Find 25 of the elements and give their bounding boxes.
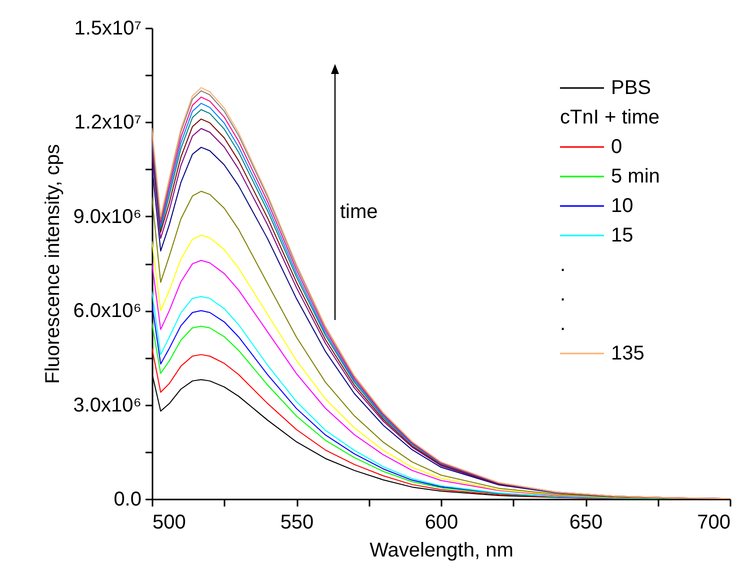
legend-label: 0	[611, 136, 622, 158]
legend-label: PBS	[611, 77, 652, 99]
legend-label: 15	[611, 224, 634, 246]
x-tick-label: 700	[697, 512, 730, 534]
y-tick-label: 1.5x10⁷	[74, 18, 142, 40]
annotation: .	[560, 313, 566, 335]
line-series	[152, 322, 558, 498]
x-tick-label: 500	[152, 512, 186, 534]
y-tick-label: 0.0	[114, 488, 142, 510]
legend-label: 10	[611, 195, 634, 217]
x-axis-title: Wavelength, nm	[370, 540, 514, 562]
y-tick-label: 6.0x10⁶	[73, 300, 142, 322]
y-tick-label: 3.0x10⁶	[73, 394, 142, 416]
y-axis-title: Fluorescence intensity, cps	[42, 144, 64, 384]
x-tick-label: 550	[280, 512, 314, 534]
x-tick-label: 650	[569, 512, 603, 534]
x-tick-label: 600	[424, 512, 458, 534]
annotation: time	[340, 201, 378, 223]
y-tick-label: 1.2x10⁷	[74, 112, 142, 134]
annotation: cTnI + time	[560, 106, 660, 128]
legend-label: 135	[611, 342, 644, 364]
annotation: .	[560, 284, 566, 306]
y-tick-label: 9.0x10⁶	[73, 206, 142, 228]
annotation: .	[560, 254, 566, 276]
legend-label: 5 min	[611, 166, 660, 188]
